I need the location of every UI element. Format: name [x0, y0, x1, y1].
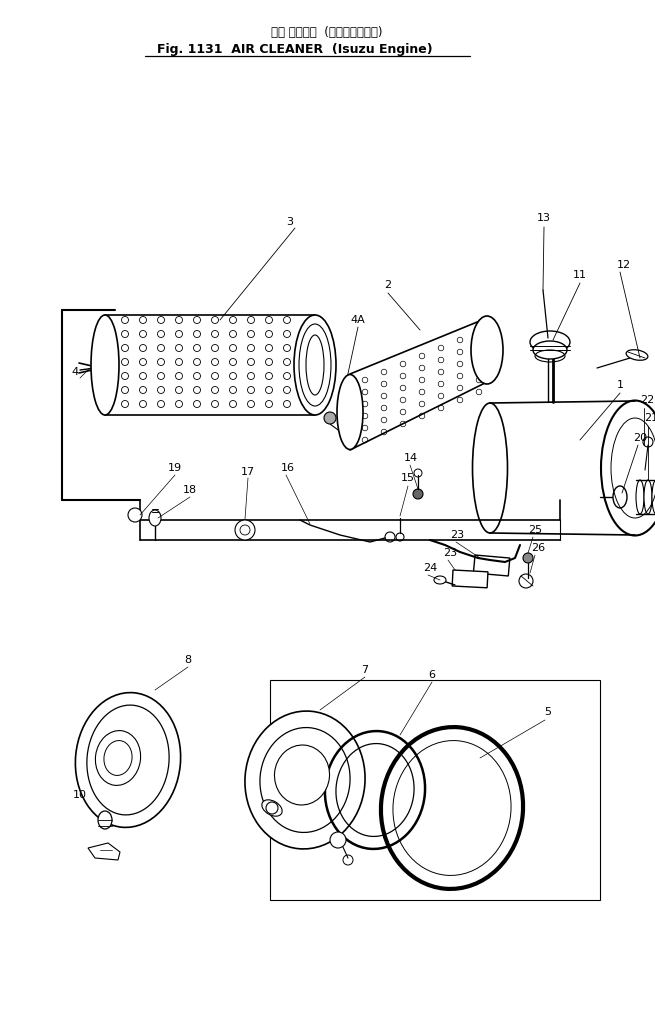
Text: 14: 14 — [404, 453, 418, 463]
Ellipse shape — [626, 350, 648, 360]
Ellipse shape — [533, 341, 567, 359]
Text: 24: 24 — [423, 563, 437, 573]
Ellipse shape — [149, 510, 161, 526]
Ellipse shape — [245, 711, 365, 849]
Text: エア クリーナ  (いずエンジン): エア クリーナ (いずエンジン) — [271, 25, 383, 39]
Text: 25: 25 — [528, 525, 542, 535]
Text: 2: 2 — [384, 280, 392, 290]
Circle shape — [523, 553, 533, 563]
Text: 1: 1 — [616, 380, 624, 390]
Text: 8: 8 — [185, 655, 191, 665]
Circle shape — [92, 363, 102, 373]
Text: 15: 15 — [401, 473, 415, 483]
Ellipse shape — [294, 315, 336, 415]
Circle shape — [413, 489, 423, 499]
Ellipse shape — [337, 374, 363, 449]
Text: 19: 19 — [168, 463, 182, 473]
Text: 23: 23 — [443, 548, 457, 558]
Text: 7: 7 — [362, 665, 369, 675]
Text: 10: 10 — [73, 790, 87, 800]
Bar — [452, 570, 488, 588]
Ellipse shape — [472, 403, 508, 533]
Text: 21: 21 — [644, 413, 655, 423]
Ellipse shape — [652, 480, 655, 514]
Ellipse shape — [91, 315, 119, 415]
Text: 18: 18 — [183, 485, 197, 495]
Text: Fig. 1131  AIR CLEANER  (Isuzu Engine): Fig. 1131 AIR CLEANER (Isuzu Engine) — [157, 44, 433, 57]
Ellipse shape — [530, 331, 570, 353]
Text: 16: 16 — [281, 463, 295, 473]
Bar — [474, 555, 510, 576]
Text: 12: 12 — [617, 260, 631, 270]
Circle shape — [324, 412, 336, 424]
Text: 4: 4 — [71, 367, 79, 377]
Ellipse shape — [274, 745, 329, 805]
Bar — [270, 680, 600, 900]
Text: 13: 13 — [537, 213, 551, 223]
Ellipse shape — [434, 576, 446, 584]
Circle shape — [128, 508, 142, 522]
Ellipse shape — [262, 800, 282, 816]
Ellipse shape — [471, 316, 503, 384]
Text: 26: 26 — [531, 544, 545, 553]
Text: 23: 23 — [450, 530, 464, 540]
Ellipse shape — [98, 811, 112, 829]
Ellipse shape — [644, 480, 652, 514]
Text: 11: 11 — [573, 270, 587, 280]
Ellipse shape — [306, 335, 324, 395]
Circle shape — [235, 520, 255, 540]
Text: 5: 5 — [544, 707, 552, 717]
Text: 22: 22 — [640, 395, 654, 405]
Circle shape — [330, 832, 346, 848]
Text: 20: 20 — [633, 433, 647, 443]
Circle shape — [266, 802, 278, 814]
Ellipse shape — [96, 731, 141, 786]
Text: 4A: 4A — [350, 315, 365, 325]
Ellipse shape — [613, 486, 627, 508]
Ellipse shape — [601, 401, 655, 535]
Text: 3: 3 — [286, 217, 293, 227]
Ellipse shape — [75, 693, 181, 827]
Text: 6: 6 — [428, 670, 436, 680]
Text: 9: 9 — [102, 752, 109, 762]
Polygon shape — [88, 843, 120, 860]
Text: 17: 17 — [241, 467, 255, 477]
Ellipse shape — [636, 480, 644, 514]
